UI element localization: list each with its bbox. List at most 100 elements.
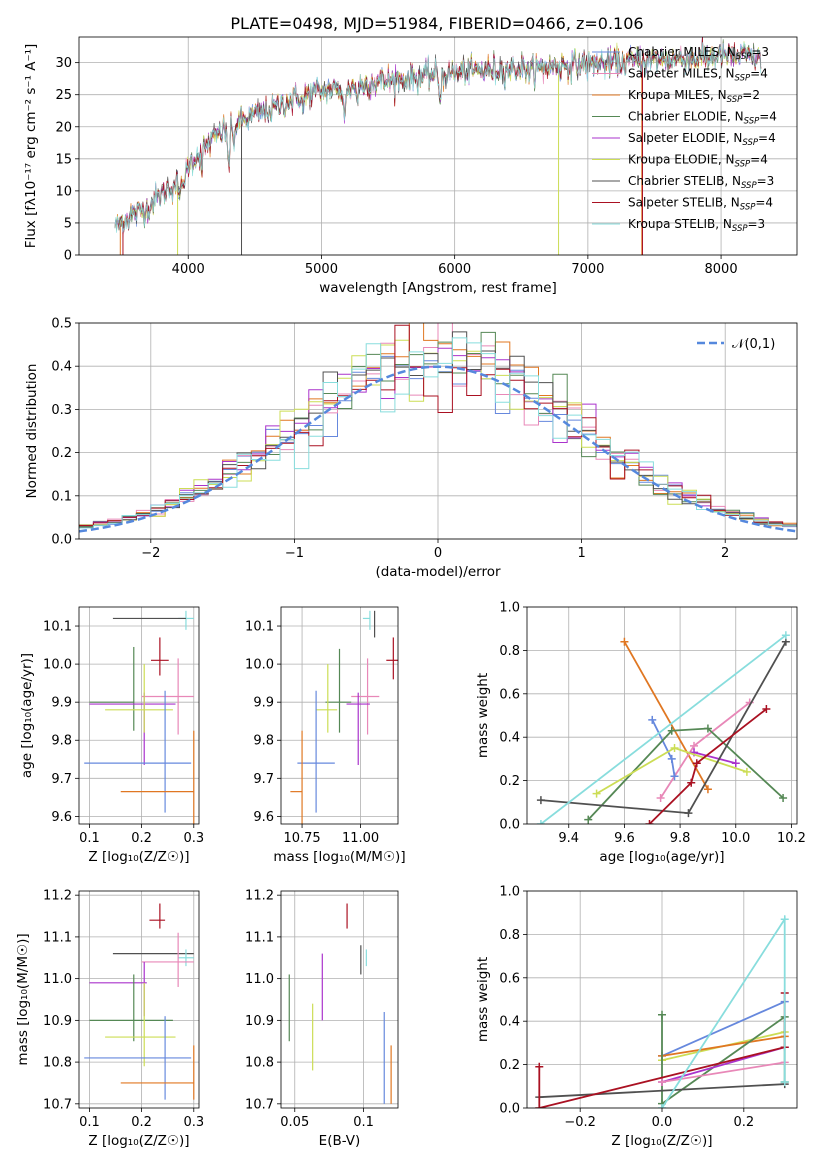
histogram-step [79, 337, 797, 529]
y-tick-label: 9.7 [51, 772, 72, 787]
residuals-panel: −2 −1 0 1 2 0.0 0.1 0.2 0.3 0.4 0.5 (data-model)/er… [24, 317, 798, 580]
spectrum-panel: 4000 5000 6000 7000 8000 0 5 10 15 20 25 30 waveleng… [23, 36, 798, 296]
x-axis-label: Z [log₁₀(Z/Z☉)] [611, 1133, 712, 1149]
weight-vs-metallicity-panel: −0.2 0.0 0.2 0.0 0.2 0.4 0.6 0.8 1.0 Z [log₁₀(Z/Z… [475, 885, 798, 1149]
weight-point-marker [645, 820, 654, 824]
y-tick-label: 0.2 [499, 1058, 520, 1073]
x-tick-label: 10.0 [721, 831, 750, 846]
weight-series-line [587, 727, 784, 821]
weight-point-marker [742, 767, 751, 776]
axes-frame [78, 36, 798, 256]
legend-entry: Chabrier MILES, NSSP=3 [628, 45, 769, 62]
weight-point-marker [535, 1104, 544, 1108]
weight-point-marker [535, 1062, 544, 1071]
weight-point-marker [658, 1010, 666, 1019]
y-axis-label: mass weight [475, 957, 491, 1042]
weight-point-marker [703, 785, 712, 794]
y-tick-label: 11.1 [43, 930, 72, 945]
legend-entry: Salpeter ELODIE, NSSP=4 [628, 131, 776, 148]
x-tick-label: 7000 [571, 262, 604, 277]
x-axis-label: Z [log₁₀(Z/Z☉)] [88, 849, 189, 865]
gaussian-curve [79, 365, 797, 533]
y-tick-label: 11.0 [245, 972, 274, 987]
mass-vs-extinction-panel: 0.05 0.1 10.7 10.8 10.9 11.0 11.1 11.2 E(B-V) [245, 889, 399, 1149]
y-tick-label: 10.8 [245, 1056, 274, 1071]
y-tick-label: 10.0 [245, 658, 274, 673]
y-tick-label: 1.0 [499, 885, 520, 900]
weight-vs-age-panel: 9.4 9.6 9.8 10.0 10.2 0.0 0.2 0.4 0.6 0.8 1.0 age [… [475, 601, 806, 866]
spectrum-legend: Chabrier MILES, NSSP=3 Salpeter MILES, NS… [592, 45, 777, 234]
y-tick-label: 10.7 [43, 1097, 72, 1112]
weight-point-marker [731, 759, 740, 768]
legend-entry: Chabrier ELODIE, NSSP=4 [628, 110, 777, 127]
y-tick-label: 9.9 [253, 696, 274, 711]
x-tick-label: 9.6 [614, 831, 635, 846]
spectrum-series-line [114, 41, 762, 233]
x-tick-label: 8000 [705, 262, 738, 277]
y-tick-label: 10.8 [43, 1056, 72, 1071]
y-tick-label: 11.0 [43, 972, 72, 987]
y-tick-label: 0.8 [499, 644, 520, 659]
x-tick-label: 10.2 [777, 831, 806, 846]
y-tick-label: 11.2 [245, 889, 274, 904]
y-tick-label: 0.8 [499, 928, 520, 943]
x-tick-label: 0.0 [652, 1115, 673, 1130]
x-tick-label: 0.2 [131, 1115, 152, 1130]
x-tick-label: 0.1 [353, 1115, 374, 1130]
weight-point-marker [658, 1104, 666, 1108]
y-tick-label: 0.4 [499, 731, 520, 746]
weight-series-line [540, 634, 787, 824]
x-tick-label: 2 [721, 546, 729, 561]
x-tick-label: 0.3 [183, 831, 204, 846]
plot-background [527, 607, 797, 824]
weight-point-marker [703, 724, 712, 733]
x-tick-label: −2 [141, 546, 160, 561]
axes-frame [526, 606, 798, 825]
plot-area [535, 915, 789, 1108]
weight-point-marker [684, 809, 693, 818]
x-axis-label: Z [log₁₀(Z/Z☉)] [88, 1133, 189, 1149]
weight-point-marker [648, 715, 657, 724]
weight-point-marker [667, 726, 676, 735]
weight-point-marker [779, 793, 788, 802]
weight-point-marker [670, 772, 679, 781]
x-tick-label: 9.4 [558, 831, 579, 846]
legend-entry: Chabrier STELIB, NSSP=3 [628, 174, 774, 191]
weight-point-marker [692, 759, 701, 768]
x-tick-label: 0.05 [280, 1115, 309, 1130]
x-tick-label: 0.2 [733, 1115, 754, 1130]
axes-frame [78, 890, 200, 1109]
y-tick-label: 0.4 [499, 1015, 520, 1030]
y-tick-label: 0 [64, 249, 72, 264]
gridlines [79, 607, 199, 824]
weight-series-line [539, 1083, 785, 1099]
weight-series-line [648, 708, 767, 824]
weight-point-marker [658, 1077, 666, 1086]
y-tick-label: 0.3 [51, 403, 72, 418]
y-tick-label: 1.0 [499, 601, 520, 616]
y-tick-label: 0.0 [51, 533, 72, 548]
age-vs-mass-panel: 10.75 11.00 9.6 9.7 9.8 9.9 10.0 10.1 mass [log₁… [245, 606, 406, 865]
weight-series-line [661, 1061, 785, 1083]
y-tick-label: 10.1 [245, 620, 274, 635]
axes-frame [526, 890, 798, 1109]
y-tick-label: 20 [55, 120, 72, 135]
x-axis-label: E(B-V) [319, 1133, 361, 1149]
y-axis-label: Normed distribution [24, 364, 40, 499]
y-tick-label: 9.6 [51, 810, 72, 825]
weight-series-line [661, 1000, 786, 1057]
y-tick-label: 25 [55, 88, 72, 103]
weight-point-marker [536, 820, 545, 824]
x-tick-label: 0.1 [79, 831, 100, 846]
y-tick-label: 0.2 [499, 774, 520, 789]
y-tick-label: 9.6 [253, 810, 274, 825]
weight-point-marker [620, 637, 629, 646]
x-axis-label: (data-model)/error [375, 564, 501, 580]
y-tick-label: 9.8 [51, 734, 72, 749]
y-tick-label: 11.2 [43, 889, 72, 904]
x-tick-label: 5000 [305, 262, 338, 277]
weight-point-marker [667, 754, 676, 763]
y-tick-label: 0.4 [51, 360, 72, 375]
plot-background [79, 607, 199, 824]
weight-point-marker [584, 815, 593, 824]
